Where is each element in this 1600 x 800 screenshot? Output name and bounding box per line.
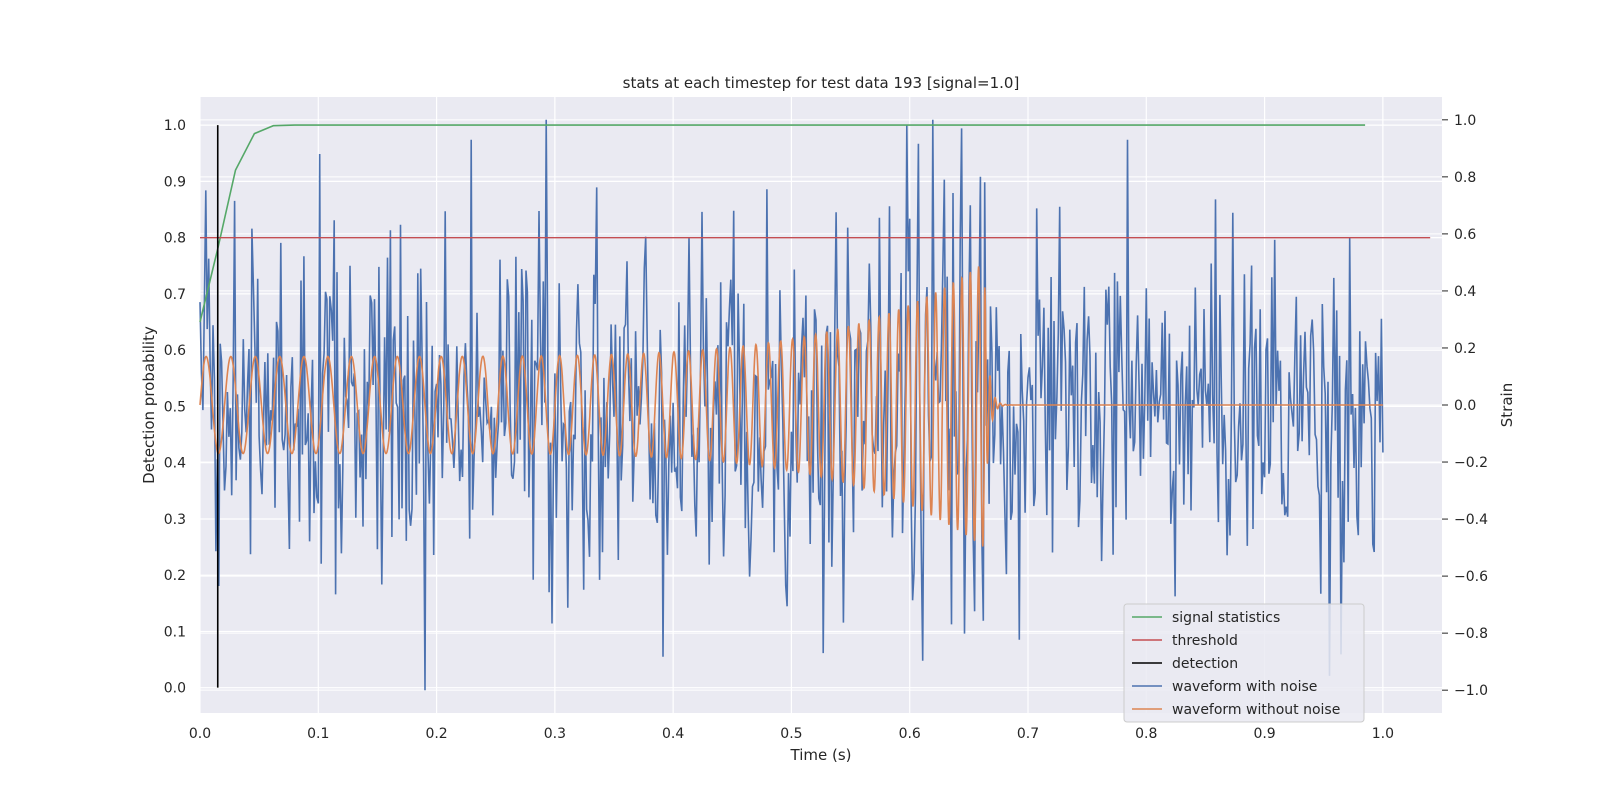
y-tick-label: 0.6 bbox=[164, 343, 186, 359]
y2-tick-label: −0.6 bbox=[1454, 569, 1488, 585]
y-axis-left-ticks: 0.0 0.1 0.2 0.3 0.4 0.5 0.6 0.7 0.8 0.9 1.0 bbox=[164, 118, 186, 697]
y2-tick-label: 0.2 bbox=[1454, 341, 1476, 357]
y-tick-label: 1.0 bbox=[164, 118, 186, 134]
x-tick-label: 0.6 bbox=[899, 726, 921, 742]
y2-tick-label: 1.0 bbox=[1454, 113, 1476, 129]
x-tick-label: 0.7 bbox=[1017, 726, 1039, 742]
x-tick-label: 0.3 bbox=[544, 726, 566, 742]
y2-tick-label: −1.0 bbox=[1454, 683, 1488, 699]
series-signal-statistics bbox=[199, 124, 1366, 323]
y-tick-label: 0.8 bbox=[164, 231, 186, 247]
legend-box bbox=[1123, 603, 1365, 723]
legend-label-waveform-with-noise: waveform with noise bbox=[1172, 679, 1317, 695]
y-tick-label: 0.4 bbox=[164, 456, 186, 472]
y-tick-label: 0.1 bbox=[164, 624, 186, 640]
x-tick-label: 0.9 bbox=[1253, 726, 1275, 742]
y2-tick-label: −0.8 bbox=[1454, 626, 1488, 642]
y-axis-right-title: Strain bbox=[1498, 383, 1516, 427]
y-tick-label: 0.7 bbox=[164, 287, 186, 303]
y2-tick-label: 0.4 bbox=[1454, 284, 1476, 300]
x-tick-label: 1.0 bbox=[1372, 726, 1394, 742]
chart-title: stats at each timestep for test data 193… bbox=[623, 74, 1020, 92]
series-waveform-with-noise bbox=[199, 119, 1384, 691]
line-waveform-with-noise bbox=[199, 119, 1384, 691]
legend-label-threshold: threshold bbox=[1172, 633, 1238, 649]
x-tick-label: 0.8 bbox=[1135, 726, 1157, 742]
line-waveform-without-noise bbox=[199, 266, 1383, 547]
y-axis-right-ticks: −1.0 −0.8 −0.6 −0.4 −0.2 0.0 0.2 0.4 0.6 0.8 1.0 bbox=[1442, 113, 1488, 699]
legend: signal statistics threshold detection wa… bbox=[1123, 603, 1365, 723]
x-axis-ticks: 0.0 0.1 0.2 0.3 0.4 0.5 0.6 0.7 0.8 0.9 1.0 bbox=[189, 726, 1394, 742]
legend-label-detection: detection bbox=[1172, 656, 1238, 672]
series-waveform-without-noise bbox=[199, 266, 1383, 547]
y-tick-label: 0.3 bbox=[164, 512, 186, 528]
y-tick-label: 0.5 bbox=[164, 399, 186, 415]
x-axis-title: Time (s) bbox=[790, 746, 852, 764]
y-axis-left-title: Detection probability bbox=[140, 326, 158, 484]
x-tick-label: 0.1 bbox=[307, 726, 329, 742]
x-tick-label: 0.5 bbox=[780, 726, 802, 742]
legend-label-waveform-without-noise: waveform without noise bbox=[1172, 702, 1340, 718]
y-tick-label: 0.2 bbox=[164, 568, 186, 584]
y-tick-label: 0.0 bbox=[164, 681, 186, 697]
y2-tick-label: 0.8 bbox=[1454, 170, 1476, 186]
y2-tick-label: 0.6 bbox=[1454, 227, 1476, 243]
y2-tick-label: −0.4 bbox=[1454, 512, 1488, 528]
x-tick-label: 0.0 bbox=[189, 726, 211, 742]
legend-label-signal-statistics: signal statistics bbox=[1172, 610, 1280, 626]
x-tick-label: 0.4 bbox=[662, 726, 684, 742]
y2-tick-label: −0.2 bbox=[1454, 455, 1488, 471]
y-tick-label: 0.9 bbox=[164, 174, 186, 190]
y2-tick-label: 0.0 bbox=[1454, 398, 1476, 414]
x-tick-label: 0.2 bbox=[425, 726, 447, 742]
line-signal-statistics bbox=[199, 124, 1366, 323]
